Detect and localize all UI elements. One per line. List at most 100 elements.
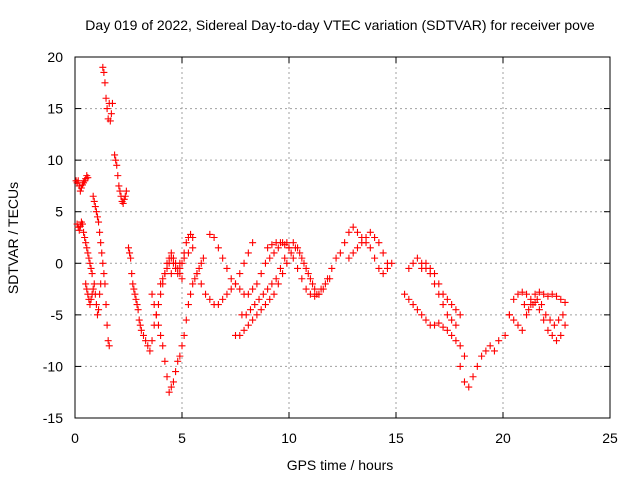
data-point	[144, 342, 152, 350]
data-point	[264, 244, 272, 252]
data-point	[199, 254, 207, 262]
data-point	[159, 342, 167, 350]
data-point	[294, 244, 302, 252]
data-point	[227, 275, 235, 283]
data-point	[456, 311, 464, 319]
data-point	[146, 347, 154, 355]
data-point	[328, 264, 336, 272]
data-point	[167, 270, 175, 278]
data-point	[486, 342, 494, 350]
data-point	[259, 290, 267, 298]
data-point	[281, 241, 289, 249]
plot-frame	[74, 56, 611, 419]
data-point	[134, 306, 142, 314]
data-point	[341, 239, 349, 247]
data-point	[505, 311, 513, 319]
data-points	[72, 63, 569, 396]
data-point	[439, 301, 447, 309]
data-point	[518, 326, 526, 334]
data-point	[197, 280, 205, 288]
data-point	[133, 301, 141, 309]
data-point	[409, 301, 417, 309]
data-point	[115, 182, 123, 190]
data-point	[191, 275, 199, 283]
data-point	[510, 295, 518, 303]
data-point	[478, 352, 486, 360]
data-point	[116, 187, 124, 195]
data-point	[439, 290, 447, 298]
data-point	[443, 326, 451, 334]
data-point	[315, 290, 323, 298]
y-tick-label: -10	[43, 358, 63, 374]
data-point	[249, 285, 257, 293]
data-point	[529, 301, 537, 309]
data-point	[91, 203, 99, 211]
data-point	[112, 156, 120, 164]
y-axis-label: SDTVAR / TECUs	[5, 182, 21, 294]
data-point	[561, 321, 569, 329]
data-point	[219, 254, 227, 262]
data-point	[100, 68, 108, 76]
data-point	[102, 301, 110, 309]
data-point	[555, 316, 563, 324]
data-point	[240, 326, 248, 334]
data-point	[349, 249, 357, 257]
data-point	[148, 337, 156, 345]
data-point	[193, 270, 201, 278]
data-point	[76, 187, 84, 195]
data-point	[129, 280, 137, 288]
data-point	[242, 311, 250, 319]
data-point	[86, 301, 94, 309]
data-point	[375, 239, 383, 247]
data-point	[167, 254, 175, 262]
data-point	[163, 264, 171, 272]
data-point	[131, 290, 139, 298]
data-point	[289, 239, 297, 247]
data-point	[97, 239, 105, 247]
y-tick-label: -5	[51, 307, 64, 323]
data-point	[139, 331, 147, 339]
data-point	[206, 230, 214, 238]
data-point	[126, 249, 134, 257]
data-point	[83, 244, 91, 252]
data-point	[523, 290, 531, 298]
data-point	[253, 311, 261, 319]
data-point	[106, 117, 114, 125]
data-point	[302, 264, 310, 272]
data-point	[538, 301, 546, 309]
data-point	[169, 259, 177, 267]
data-point	[287, 249, 295, 257]
data-point	[371, 254, 379, 262]
data-point	[114, 172, 122, 180]
data-point	[460, 352, 468, 360]
data-point	[202, 290, 210, 298]
data-point	[422, 316, 430, 324]
data-point	[413, 306, 421, 314]
data-point	[439, 323, 447, 331]
data-point	[353, 228, 361, 236]
data-point	[409, 259, 417, 267]
data-point	[90, 197, 98, 205]
data-point	[132, 295, 140, 303]
data-point	[240, 259, 248, 267]
data-point	[490, 347, 498, 355]
data-point	[345, 228, 353, 236]
data-point	[261, 259, 269, 267]
data-point	[518, 288, 526, 296]
data-point	[533, 295, 541, 303]
data-point	[96, 228, 104, 236]
data-point	[253, 280, 261, 288]
data-point	[172, 368, 180, 376]
data-point	[236, 270, 244, 278]
data-point	[82, 239, 90, 247]
data-point	[101, 79, 109, 87]
data-point	[510, 316, 518, 324]
data-point	[93, 311, 101, 319]
data-point	[95, 218, 103, 226]
data-point	[550, 321, 558, 329]
data-point	[266, 254, 274, 262]
data-point	[189, 244, 197, 252]
data-point	[345, 254, 353, 262]
y-tick-label: 20	[47, 49, 63, 65]
data-point	[362, 234, 370, 241]
